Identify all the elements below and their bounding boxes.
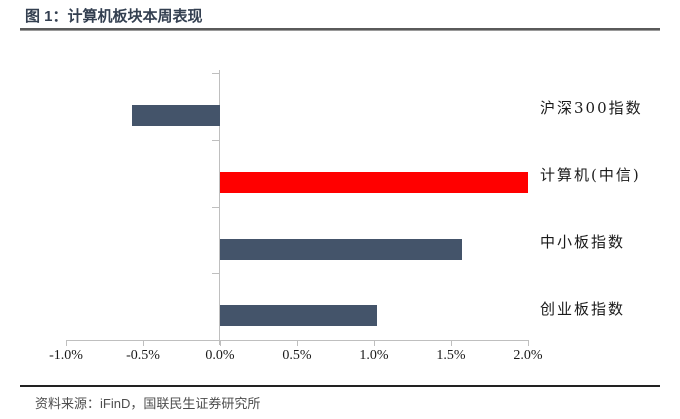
x-axis-tick-mark <box>66 340 67 346</box>
x-axis-tick-mark <box>528 340 529 346</box>
bar-创业板指数 <box>220 305 378 327</box>
y-axis-tick-mark <box>212 206 219 208</box>
category-label: 沪深300指数 <box>540 99 643 118</box>
x-axis-tick-label: 0.5% <box>282 348 312 363</box>
x-axis-tick-label: 2.0% <box>513 348 543 363</box>
source-note: 资料来源：iFinD，国联民生证券研究所 <box>35 396 261 411</box>
x-axis-tick-label: -1.0% <box>49 348 83 363</box>
bar-中小板指数 <box>220 238 462 260</box>
x-axis-tick-mark <box>297 340 298 346</box>
x-axis-tick-label: 1.5% <box>436 348 466 363</box>
y-axis-tick-mark <box>212 139 219 141</box>
category-label: 计算机(中信) <box>540 166 641 185</box>
x-axis-tick-mark <box>143 340 144 346</box>
category-label: 中小板指数 <box>540 232 626 251</box>
bar-计算机(中信) <box>220 171 528 193</box>
x-axis-tick-mark <box>220 340 221 346</box>
figure-title: 图 1：计算机板块本周表现 <box>25 8 203 25</box>
x-axis-tick-label: -0.5% <box>126 348 160 363</box>
category-label: 创业板指数 <box>540 299 626 318</box>
y-axis-tick-mark <box>212 73 219 74</box>
x-axis-tick-mark <box>374 340 375 346</box>
x-axis-tick-label: 0.0% <box>205 348 235 363</box>
y-axis-tick-mark <box>212 273 219 275</box>
zero-axis-line <box>219 70 220 345</box>
x-axis-tick-label: 1.0% <box>359 348 389 363</box>
x-axis-tick-mark <box>451 340 452 346</box>
bar-沪深300指数 <box>132 105 220 126</box>
title-divider <box>20 28 660 31</box>
footer-divider <box>20 385 660 387</box>
